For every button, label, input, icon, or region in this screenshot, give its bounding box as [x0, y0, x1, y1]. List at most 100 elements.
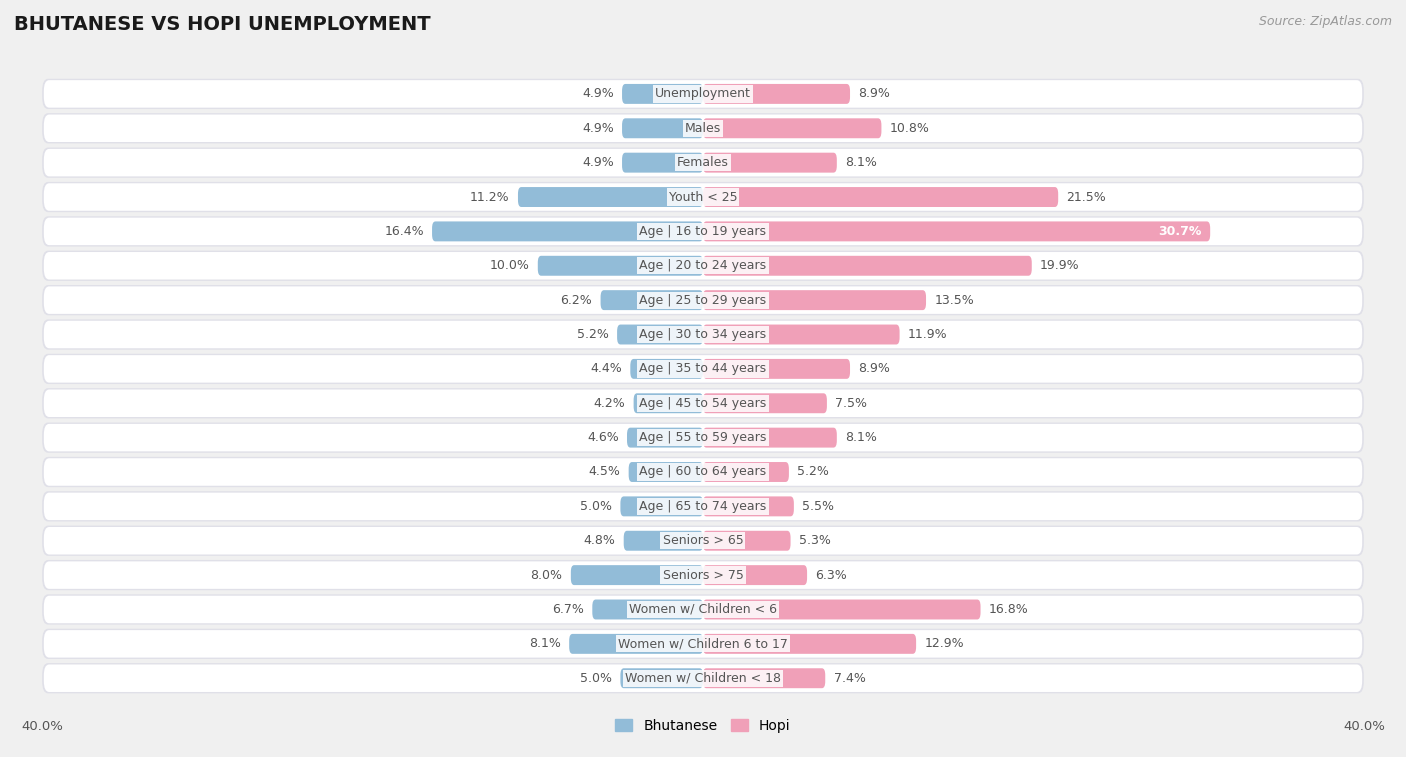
FancyBboxPatch shape: [42, 491, 1364, 522]
FancyBboxPatch shape: [42, 285, 1364, 315]
FancyBboxPatch shape: [624, 531, 703, 550]
Text: 8.0%: 8.0%: [530, 569, 562, 581]
Text: 6.3%: 6.3%: [815, 569, 846, 581]
Text: 7.4%: 7.4%: [834, 671, 865, 685]
Text: 8.9%: 8.9%: [858, 87, 890, 101]
Text: 11.9%: 11.9%: [908, 328, 948, 341]
Text: Unemployment: Unemployment: [655, 87, 751, 101]
FancyBboxPatch shape: [703, 668, 825, 688]
FancyBboxPatch shape: [44, 390, 1362, 417]
Legend: Bhutanese, Hopi: Bhutanese, Hopi: [610, 713, 796, 738]
FancyBboxPatch shape: [617, 325, 703, 344]
Text: Age | 65 to 74 years: Age | 65 to 74 years: [640, 500, 766, 513]
FancyBboxPatch shape: [634, 394, 703, 413]
FancyBboxPatch shape: [703, 222, 1211, 241]
Text: 12.9%: 12.9%: [924, 637, 965, 650]
FancyBboxPatch shape: [44, 80, 1362, 107]
Text: Age | 16 to 19 years: Age | 16 to 19 years: [640, 225, 766, 238]
FancyBboxPatch shape: [628, 462, 703, 482]
FancyBboxPatch shape: [620, 668, 703, 688]
FancyBboxPatch shape: [703, 256, 1032, 276]
FancyBboxPatch shape: [42, 457, 1364, 487]
Text: 5.5%: 5.5%: [801, 500, 834, 513]
Text: 5.3%: 5.3%: [799, 534, 831, 547]
FancyBboxPatch shape: [703, 634, 917, 654]
FancyBboxPatch shape: [44, 596, 1362, 623]
FancyBboxPatch shape: [600, 290, 703, 310]
FancyBboxPatch shape: [42, 560, 1364, 590]
FancyBboxPatch shape: [44, 527, 1362, 554]
FancyBboxPatch shape: [703, 531, 790, 550]
Text: Females: Females: [678, 156, 728, 169]
Text: 4.9%: 4.9%: [582, 122, 614, 135]
FancyBboxPatch shape: [703, 118, 882, 139]
FancyBboxPatch shape: [621, 118, 703, 139]
FancyBboxPatch shape: [42, 79, 1364, 109]
FancyBboxPatch shape: [630, 359, 703, 378]
Text: 4.9%: 4.9%: [582, 156, 614, 169]
Text: 30.7%: 30.7%: [1159, 225, 1202, 238]
Text: 6.7%: 6.7%: [553, 603, 583, 616]
FancyBboxPatch shape: [620, 497, 703, 516]
Text: 8.9%: 8.9%: [858, 363, 890, 375]
FancyBboxPatch shape: [517, 187, 703, 207]
FancyBboxPatch shape: [44, 424, 1362, 451]
FancyBboxPatch shape: [44, 321, 1362, 348]
Text: 11.2%: 11.2%: [470, 191, 510, 204]
Text: 16.8%: 16.8%: [988, 603, 1029, 616]
FancyBboxPatch shape: [537, 256, 703, 276]
FancyBboxPatch shape: [42, 629, 1364, 659]
FancyBboxPatch shape: [44, 493, 1362, 520]
FancyBboxPatch shape: [703, 153, 837, 173]
FancyBboxPatch shape: [42, 217, 1364, 247]
FancyBboxPatch shape: [42, 388, 1364, 419]
Text: 8.1%: 8.1%: [845, 156, 877, 169]
FancyBboxPatch shape: [42, 422, 1364, 453]
FancyBboxPatch shape: [703, 428, 837, 447]
FancyBboxPatch shape: [42, 148, 1364, 178]
Text: BHUTANESE VS HOPI UNEMPLOYMENT: BHUTANESE VS HOPI UNEMPLOYMENT: [14, 15, 430, 34]
FancyBboxPatch shape: [432, 222, 703, 241]
Text: 4.8%: 4.8%: [583, 534, 616, 547]
Text: Seniors > 75: Seniors > 75: [662, 569, 744, 581]
Text: 8.1%: 8.1%: [845, 431, 877, 444]
FancyBboxPatch shape: [703, 600, 980, 619]
Text: Age | 25 to 29 years: Age | 25 to 29 years: [640, 294, 766, 307]
FancyBboxPatch shape: [44, 252, 1362, 279]
FancyBboxPatch shape: [592, 600, 703, 619]
FancyBboxPatch shape: [621, 153, 703, 173]
Text: Age | 35 to 44 years: Age | 35 to 44 years: [640, 363, 766, 375]
Text: 16.4%: 16.4%: [384, 225, 423, 238]
FancyBboxPatch shape: [569, 634, 703, 654]
FancyBboxPatch shape: [44, 665, 1362, 692]
Text: 4.9%: 4.9%: [582, 87, 614, 101]
FancyBboxPatch shape: [703, 359, 851, 378]
Text: 5.0%: 5.0%: [581, 671, 612, 685]
FancyBboxPatch shape: [621, 84, 703, 104]
FancyBboxPatch shape: [42, 525, 1364, 556]
FancyBboxPatch shape: [44, 458, 1362, 486]
Text: 4.5%: 4.5%: [589, 466, 620, 478]
Text: Males: Males: [685, 122, 721, 135]
Text: 4.4%: 4.4%: [591, 363, 621, 375]
Text: 5.2%: 5.2%: [576, 328, 609, 341]
FancyBboxPatch shape: [703, 84, 851, 104]
FancyBboxPatch shape: [703, 325, 900, 344]
FancyBboxPatch shape: [42, 594, 1364, 625]
FancyBboxPatch shape: [44, 149, 1362, 176]
Text: Source: ZipAtlas.com: Source: ZipAtlas.com: [1258, 15, 1392, 28]
Text: Women w/ Children < 6: Women w/ Children < 6: [628, 603, 778, 616]
Text: Seniors > 65: Seniors > 65: [662, 534, 744, 547]
Text: 5.2%: 5.2%: [797, 466, 830, 478]
FancyBboxPatch shape: [44, 218, 1362, 245]
FancyBboxPatch shape: [44, 355, 1362, 382]
Text: 10.8%: 10.8%: [890, 122, 929, 135]
FancyBboxPatch shape: [44, 562, 1362, 589]
Text: 7.5%: 7.5%: [835, 397, 868, 410]
Text: Age | 55 to 59 years: Age | 55 to 59 years: [640, 431, 766, 444]
Text: 21.5%: 21.5%: [1066, 191, 1107, 204]
FancyBboxPatch shape: [42, 182, 1364, 212]
FancyBboxPatch shape: [703, 394, 827, 413]
Text: Age | 45 to 54 years: Age | 45 to 54 years: [640, 397, 766, 410]
Text: 13.5%: 13.5%: [934, 294, 974, 307]
